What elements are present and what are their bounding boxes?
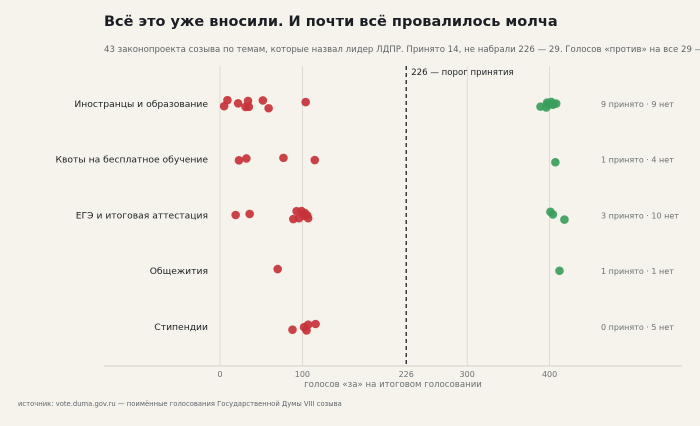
passed-bill-point xyxy=(548,210,558,219)
source-note: источник: vote.duma.gov.ru — поимённые г… xyxy=(18,400,342,408)
category-label: ЕГЭ и итоговая аттестация xyxy=(76,210,208,221)
failed-bill-point xyxy=(301,97,310,107)
failed-bill-point xyxy=(273,264,282,274)
threshold-label: 226 — порог принятия xyxy=(411,68,514,78)
category-label: Стипендии xyxy=(154,322,208,333)
failed-bill-point xyxy=(288,325,297,335)
row-summary: 9 принято · 9 нет xyxy=(601,100,674,109)
failed-bill-point xyxy=(303,213,313,223)
chart-title: Всё это уже вносили. И почти всё провали… xyxy=(104,14,558,30)
category-label: Квоты на бесплатное обучение xyxy=(55,155,208,166)
chart-subtitle: 43 законопроекта созыва по темам, которы… xyxy=(104,45,700,55)
failed-bill-point xyxy=(234,155,244,165)
category-label: Иностранцы и образование xyxy=(74,99,208,110)
x-axis-label: голосов «за» на итоговом голосовании xyxy=(304,380,482,390)
failed-bill-point xyxy=(242,154,251,163)
row-summary: 3 принято · 10 нет xyxy=(601,211,679,220)
failed-bill-point xyxy=(279,153,288,163)
failed-bill-point xyxy=(231,210,240,220)
row-summary: 1 принято · 4 нет xyxy=(601,156,674,165)
failed-bill-point xyxy=(311,319,320,329)
failed-bill-point xyxy=(264,103,273,113)
row-summary: 1 принято · 1 нет xyxy=(601,267,674,276)
x-tick-label: 0 xyxy=(217,370,222,379)
passed-bill-point xyxy=(560,215,569,224)
passed-bill-point xyxy=(551,157,560,167)
failed-bill-point xyxy=(244,102,254,112)
x-tick-label: 100 xyxy=(295,370,310,379)
category-label: Общежития xyxy=(150,266,208,277)
failed-bill-point xyxy=(223,95,232,105)
failed-bill-point xyxy=(245,209,254,219)
x-tick-label: 400 xyxy=(542,370,557,379)
failed-bill-point xyxy=(303,320,313,330)
failed-bill-point xyxy=(233,98,243,108)
passed-bill-point xyxy=(555,266,564,276)
passed-bill-point xyxy=(551,99,561,108)
x-tick-label: 226 xyxy=(399,370,414,379)
row-summary: 0 принято · 5 нет xyxy=(601,323,674,332)
failed-bill-point xyxy=(258,96,268,105)
failed-bill-point xyxy=(310,155,320,165)
x-tick-label: 300 xyxy=(460,370,475,379)
